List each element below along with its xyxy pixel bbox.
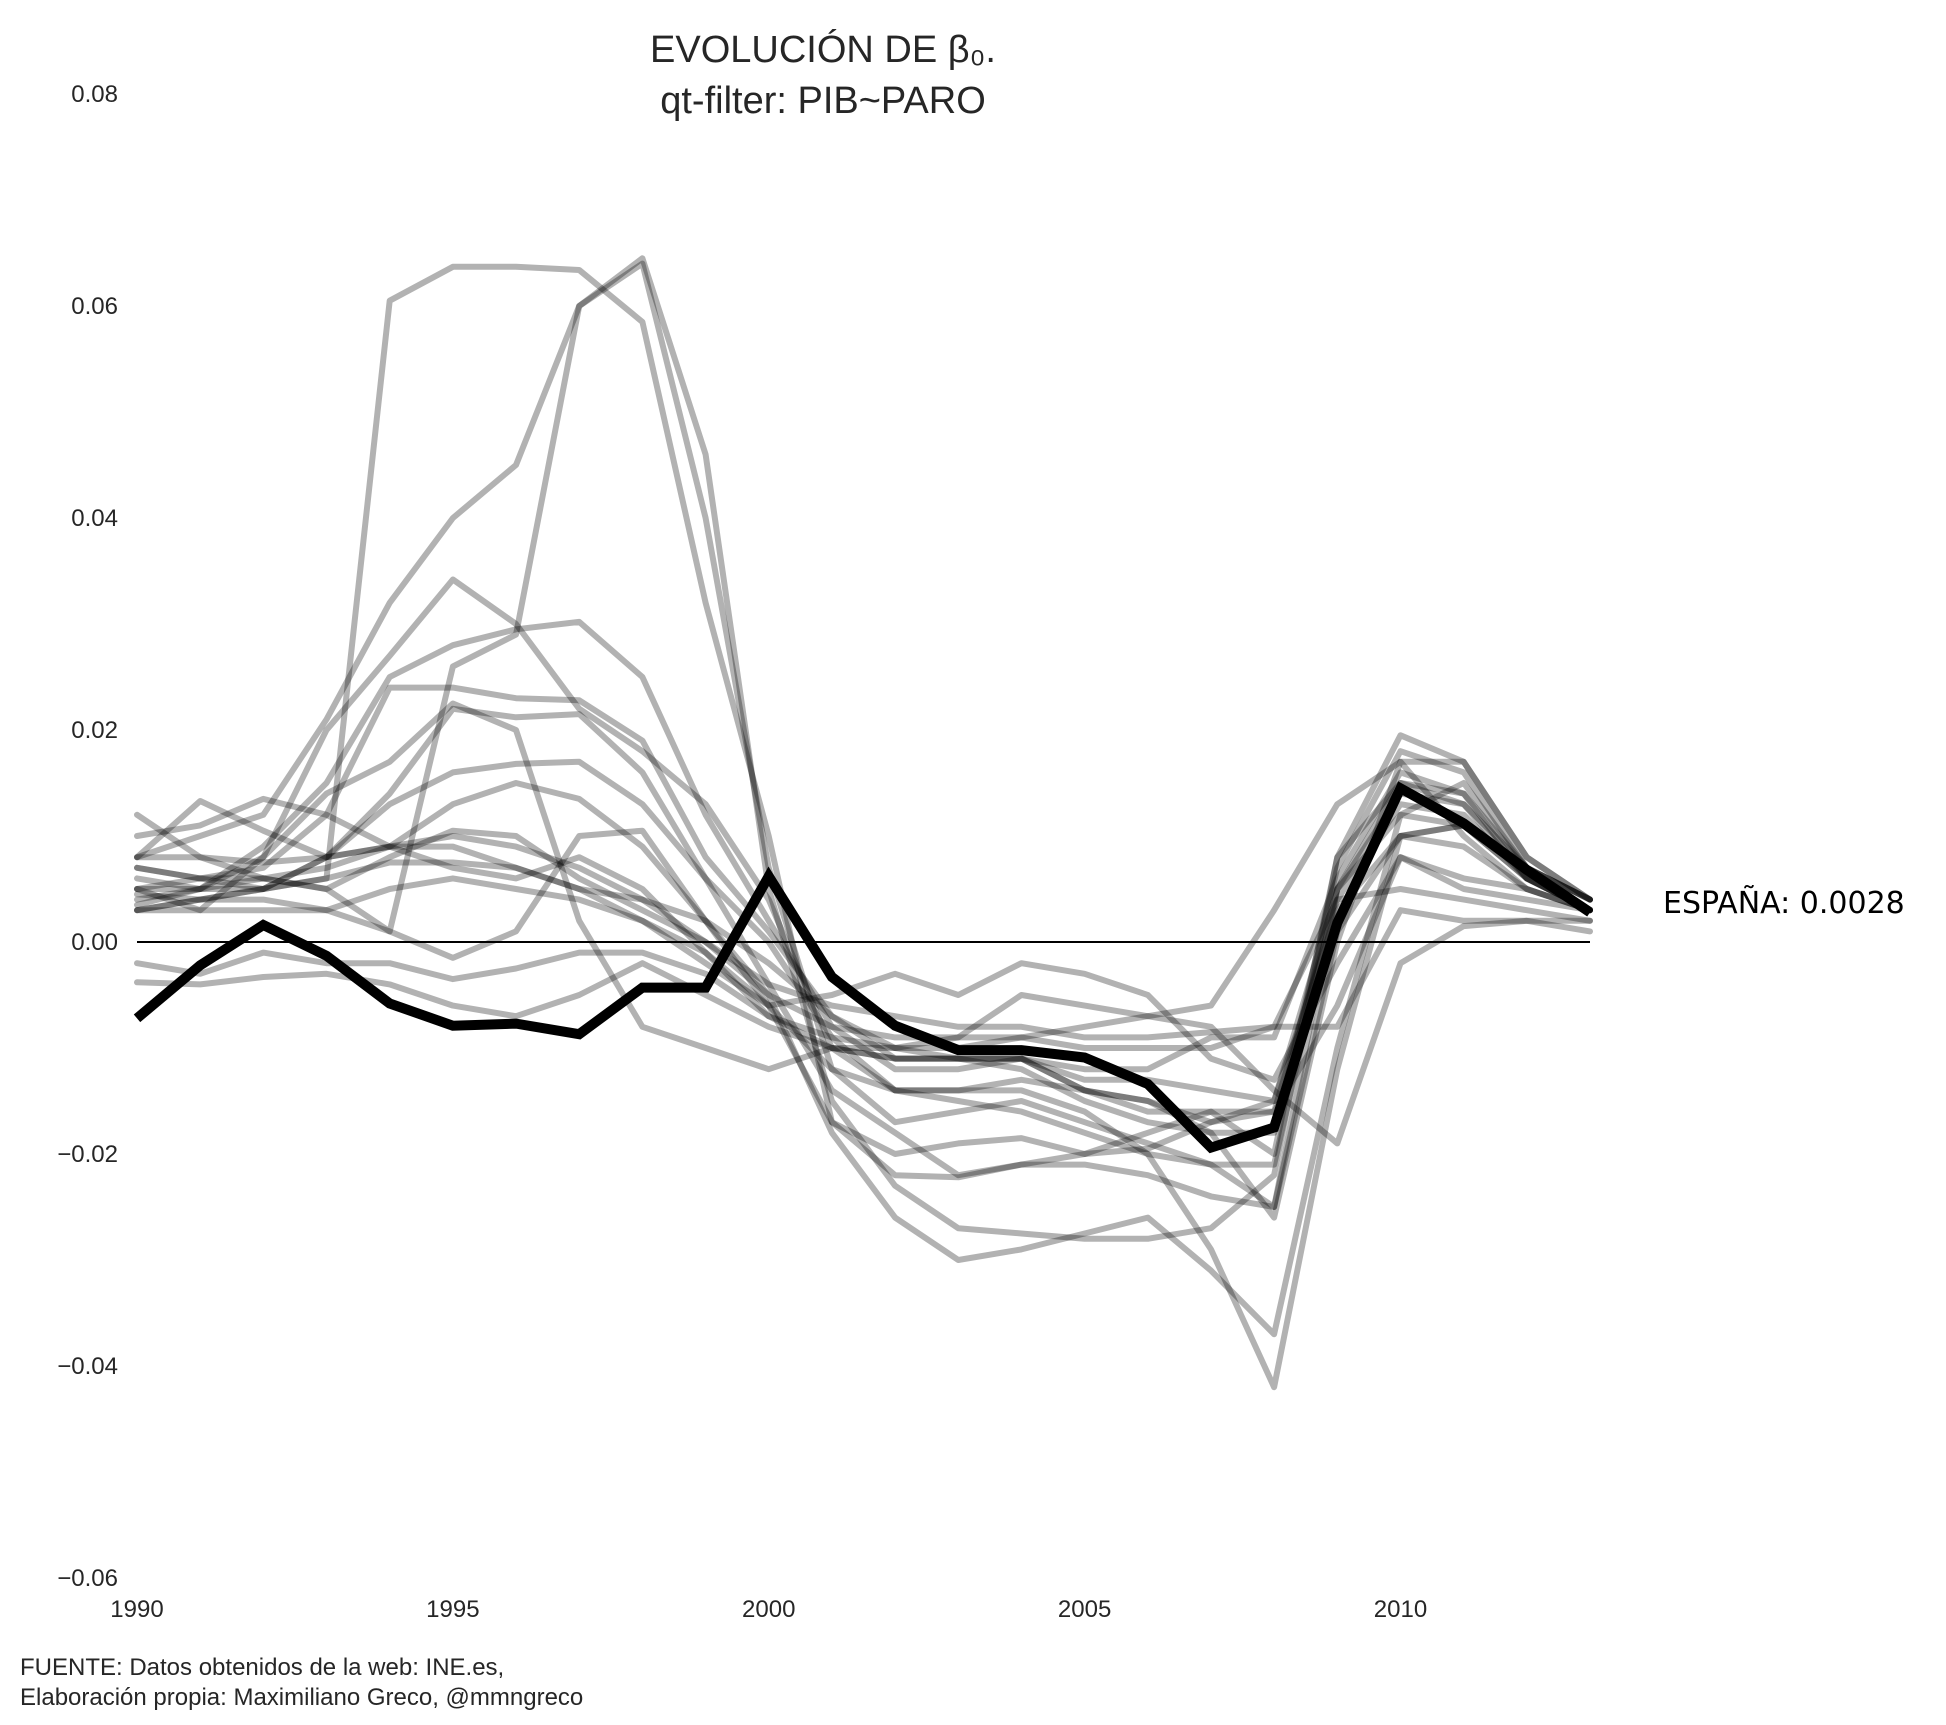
x-tick-label: 2005 (1058, 1596, 1111, 1623)
background-series-line (134, 758, 1593, 1051)
y-axis-tick-labels: −0.06 −0.04 −0.02 0.00 0.02 0.04 0.06 0.08 (57, 81, 118, 1592)
background-series-line (134, 255, 1593, 1242)
background-series-line (134, 780, 1593, 1210)
background-series-line (134, 700, 1593, 1073)
background-series-line (134, 917, 1593, 1147)
background-series-group (134, 255, 1593, 1391)
background-series-line (134, 260, 1593, 1210)
x-tick-label: 1995 (426, 1596, 479, 1623)
y-tick-label: 0.02 (71, 717, 118, 744)
x-tick-label: 2010 (1374, 1596, 1427, 1623)
background-series-line (134, 684, 1593, 1136)
y-tick-label: 0.08 (71, 81, 118, 108)
y-tick-label: 0.00 (71, 929, 118, 956)
x-axis-tick-labels: 1990 1995 2000 2005 2010 (110, 1596, 1427, 1623)
y-tick-label: −0.04 (57, 1353, 118, 1380)
background-series-line (134, 780, 1593, 1338)
y-tick-label: −0.06 (57, 1565, 118, 1592)
x-tick-label: 2000 (742, 1596, 795, 1623)
y-tick-label: 0.04 (71, 505, 118, 532)
background-series-line (134, 758, 1593, 1179)
source-line-1: FUENTE: Datos obtenidos de la web: INE.e… (20, 1654, 504, 1681)
y-tick-label: −0.02 (57, 1141, 118, 1168)
y-tick-label: 0.06 (71, 293, 118, 320)
highlight-series-group (133, 781, 1593, 1154)
chart-title-line-1: EVOLUCIÓN DE β₀. (650, 28, 996, 71)
x-tick-label: 1990 (110, 1596, 163, 1623)
background-series-line (134, 705, 1593, 1168)
background-series-line (134, 618, 1593, 1157)
background-series-line (134, 827, 1593, 1051)
chart-title-line-2: qt-filter: PIB~PARO (660, 80, 986, 122)
source-line-2: Elaboración propia: Maximiliano Greco, @… (20, 1684, 583, 1711)
background-series-line (134, 854, 1593, 1126)
background-series-line (134, 798, 1593, 1391)
highlight-series-line-espana (133, 781, 1593, 1154)
background-series-line (134, 263, 1593, 1157)
background-series-line (134, 854, 1593, 1083)
highlight-series-end-label: ESPAÑA: 0.0028 (1663, 885, 1905, 921)
